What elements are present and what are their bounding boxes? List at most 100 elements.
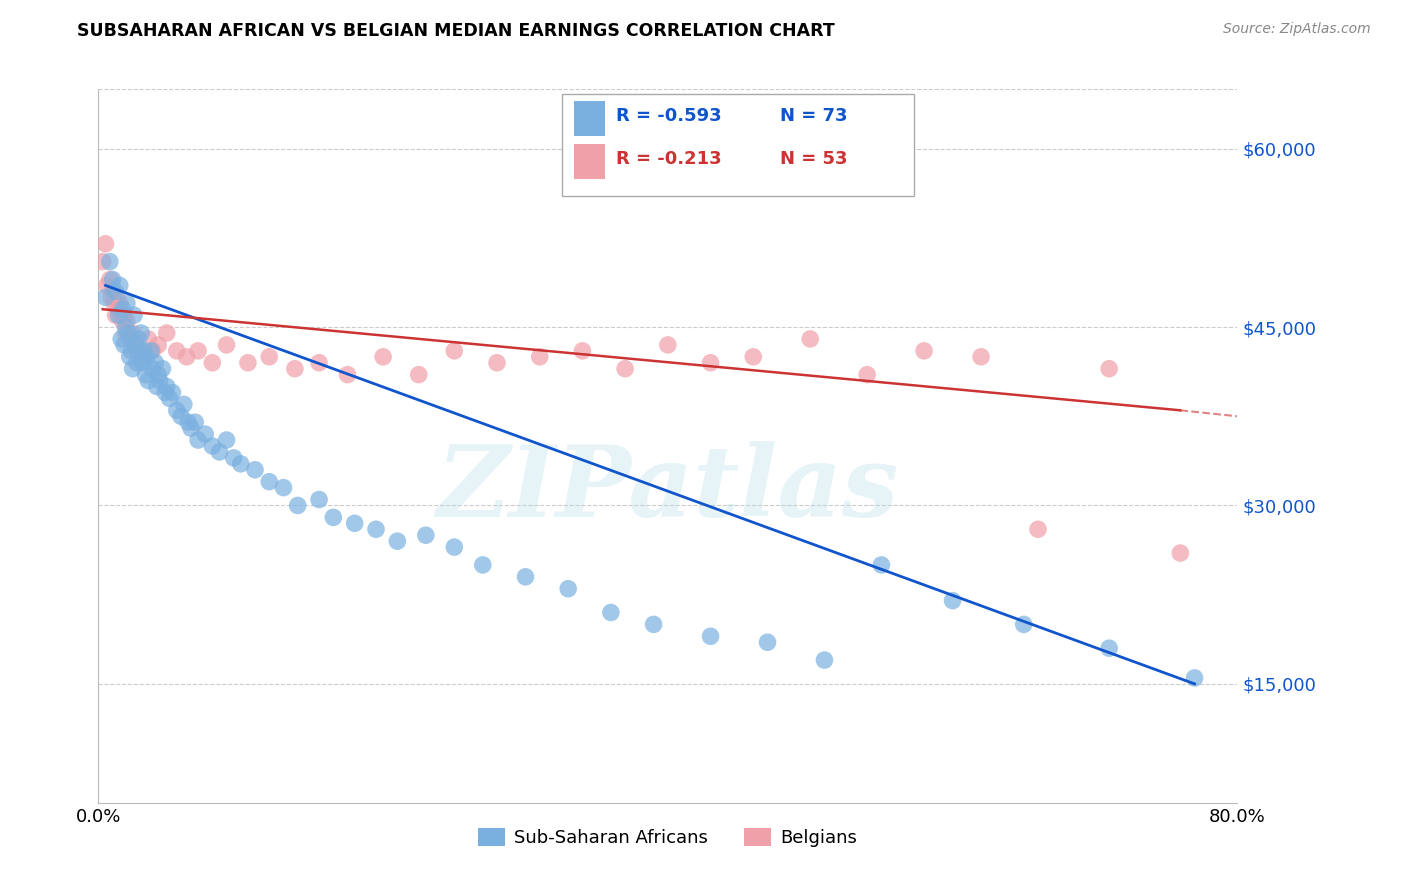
Point bbox=[177, 415, 200, 429]
Point bbox=[1170, 546, 1192, 560]
Point bbox=[699, 356, 721, 370]
Point bbox=[813, 653, 835, 667]
Point bbox=[110, 308, 132, 322]
Text: R = -0.213: R = -0.213 bbox=[616, 150, 721, 168]
Point bbox=[166, 343, 188, 358]
Point bbox=[742, 350, 765, 364]
Point bbox=[104, 285, 127, 299]
Point bbox=[122, 338, 145, 352]
Text: ZIPatlas: ZIPatlas bbox=[437, 441, 898, 537]
Point bbox=[643, 617, 665, 632]
Point bbox=[127, 332, 149, 346]
Point bbox=[1098, 361, 1121, 376]
Point bbox=[870, 558, 893, 572]
Point bbox=[117, 326, 139, 340]
Point bbox=[121, 326, 143, 340]
Point bbox=[98, 254, 121, 268]
Point bbox=[799, 332, 821, 346]
Point bbox=[1184, 671, 1206, 685]
Point bbox=[156, 379, 179, 393]
Point bbox=[912, 343, 935, 358]
Point bbox=[118, 332, 141, 346]
Point bbox=[132, 356, 155, 370]
Point bbox=[699, 629, 721, 643]
Point bbox=[243, 463, 266, 477]
Point bbox=[148, 338, 170, 352]
Point bbox=[122, 308, 145, 322]
Point bbox=[208, 445, 231, 459]
Point bbox=[336, 368, 359, 382]
Point bbox=[970, 350, 993, 364]
Point bbox=[215, 433, 238, 447]
Point bbox=[387, 534, 409, 549]
Point bbox=[120, 343, 142, 358]
Point bbox=[443, 343, 465, 358]
Point bbox=[136, 332, 159, 346]
Point bbox=[107, 302, 129, 317]
Point bbox=[187, 433, 209, 447]
Point bbox=[180, 421, 202, 435]
Point bbox=[657, 338, 679, 352]
Point bbox=[94, 236, 117, 251]
Point bbox=[105, 290, 128, 304]
Point bbox=[112, 308, 135, 322]
Point bbox=[229, 457, 252, 471]
Point bbox=[364, 522, 387, 536]
Point bbox=[529, 350, 551, 364]
Point bbox=[259, 350, 281, 364]
Point bbox=[145, 356, 167, 370]
Point bbox=[91, 254, 114, 268]
Point bbox=[136, 374, 159, 388]
Point bbox=[600, 606, 623, 620]
Point bbox=[141, 343, 163, 358]
Point bbox=[146, 379, 169, 393]
Point bbox=[108, 296, 131, 310]
Point bbox=[486, 356, 509, 370]
Point bbox=[100, 290, 122, 304]
Point bbox=[1098, 641, 1121, 656]
Point bbox=[155, 385, 177, 400]
Point bbox=[571, 343, 593, 358]
Point bbox=[184, 415, 207, 429]
Point bbox=[159, 392, 181, 406]
Point bbox=[557, 582, 579, 596]
Point bbox=[101, 272, 124, 286]
Point bbox=[111, 302, 134, 317]
Point bbox=[104, 308, 127, 322]
Point bbox=[194, 427, 217, 442]
Point bbox=[236, 356, 259, 370]
Point bbox=[129, 350, 152, 364]
Text: R = -0.593: R = -0.593 bbox=[616, 107, 721, 125]
Point bbox=[112, 338, 135, 352]
Point bbox=[308, 492, 330, 507]
Point bbox=[121, 361, 143, 376]
Point bbox=[114, 320, 136, 334]
Point bbox=[166, 403, 188, 417]
Point bbox=[110, 332, 132, 346]
Point bbox=[148, 368, 170, 382]
Point bbox=[614, 361, 637, 376]
Point bbox=[94, 290, 117, 304]
Point bbox=[115, 314, 138, 328]
Legend: Sub-Saharan Africans, Belgians: Sub-Saharan Africans, Belgians bbox=[471, 821, 865, 855]
Point bbox=[115, 296, 138, 310]
Point bbox=[308, 356, 330, 370]
Point bbox=[856, 368, 879, 382]
Point bbox=[1012, 617, 1035, 632]
Point bbox=[284, 361, 307, 376]
Point bbox=[215, 338, 238, 352]
Point bbox=[162, 385, 184, 400]
Point bbox=[98, 272, 121, 286]
Point bbox=[107, 308, 129, 322]
Point bbox=[152, 361, 174, 376]
Point bbox=[108, 278, 131, 293]
Point bbox=[131, 356, 153, 370]
Point bbox=[125, 356, 148, 370]
Text: SUBSAHARAN AFRICAN VS BELGIAN MEDIAN EARNINGS CORRELATION CHART: SUBSAHARAN AFRICAN VS BELGIAN MEDIAN EAR… bbox=[77, 22, 835, 40]
Point bbox=[201, 439, 224, 453]
Point bbox=[201, 356, 224, 370]
Point bbox=[222, 450, 245, 465]
Point bbox=[135, 350, 157, 364]
Point bbox=[125, 343, 148, 358]
Point bbox=[134, 368, 156, 382]
